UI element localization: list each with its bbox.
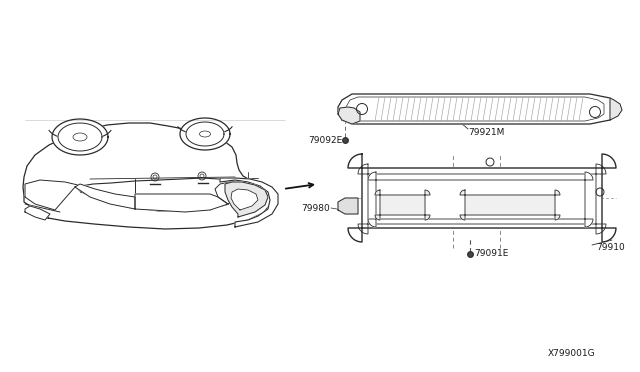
Polygon shape: [225, 182, 268, 217]
Polygon shape: [135, 194, 228, 212]
Text: 79091E: 79091E: [474, 248, 508, 257]
Polygon shape: [338, 107, 360, 124]
Polygon shape: [25, 206, 50, 220]
Polygon shape: [460, 190, 560, 220]
Polygon shape: [368, 172, 593, 227]
Polygon shape: [180, 118, 230, 150]
Polygon shape: [375, 190, 430, 220]
Polygon shape: [58, 123, 102, 151]
Polygon shape: [338, 94, 618, 124]
Polygon shape: [25, 180, 78, 210]
Polygon shape: [52, 119, 108, 155]
Polygon shape: [23, 123, 271, 229]
Polygon shape: [215, 182, 248, 204]
Polygon shape: [220, 178, 278, 227]
Text: X799001G: X799001G: [547, 350, 595, 359]
Polygon shape: [231, 189, 258, 210]
Polygon shape: [610, 98, 622, 120]
Polygon shape: [76, 178, 244, 211]
Polygon shape: [75, 184, 135, 209]
Polygon shape: [338, 198, 358, 214]
Text: 79921M: 79921M: [468, 128, 504, 137]
Text: 79092E: 79092E: [308, 135, 342, 144]
Polygon shape: [186, 122, 224, 146]
Text: 79980: 79980: [301, 203, 330, 212]
Polygon shape: [348, 154, 616, 242]
Polygon shape: [20, 120, 278, 230]
Text: 79910: 79910: [596, 243, 625, 251]
